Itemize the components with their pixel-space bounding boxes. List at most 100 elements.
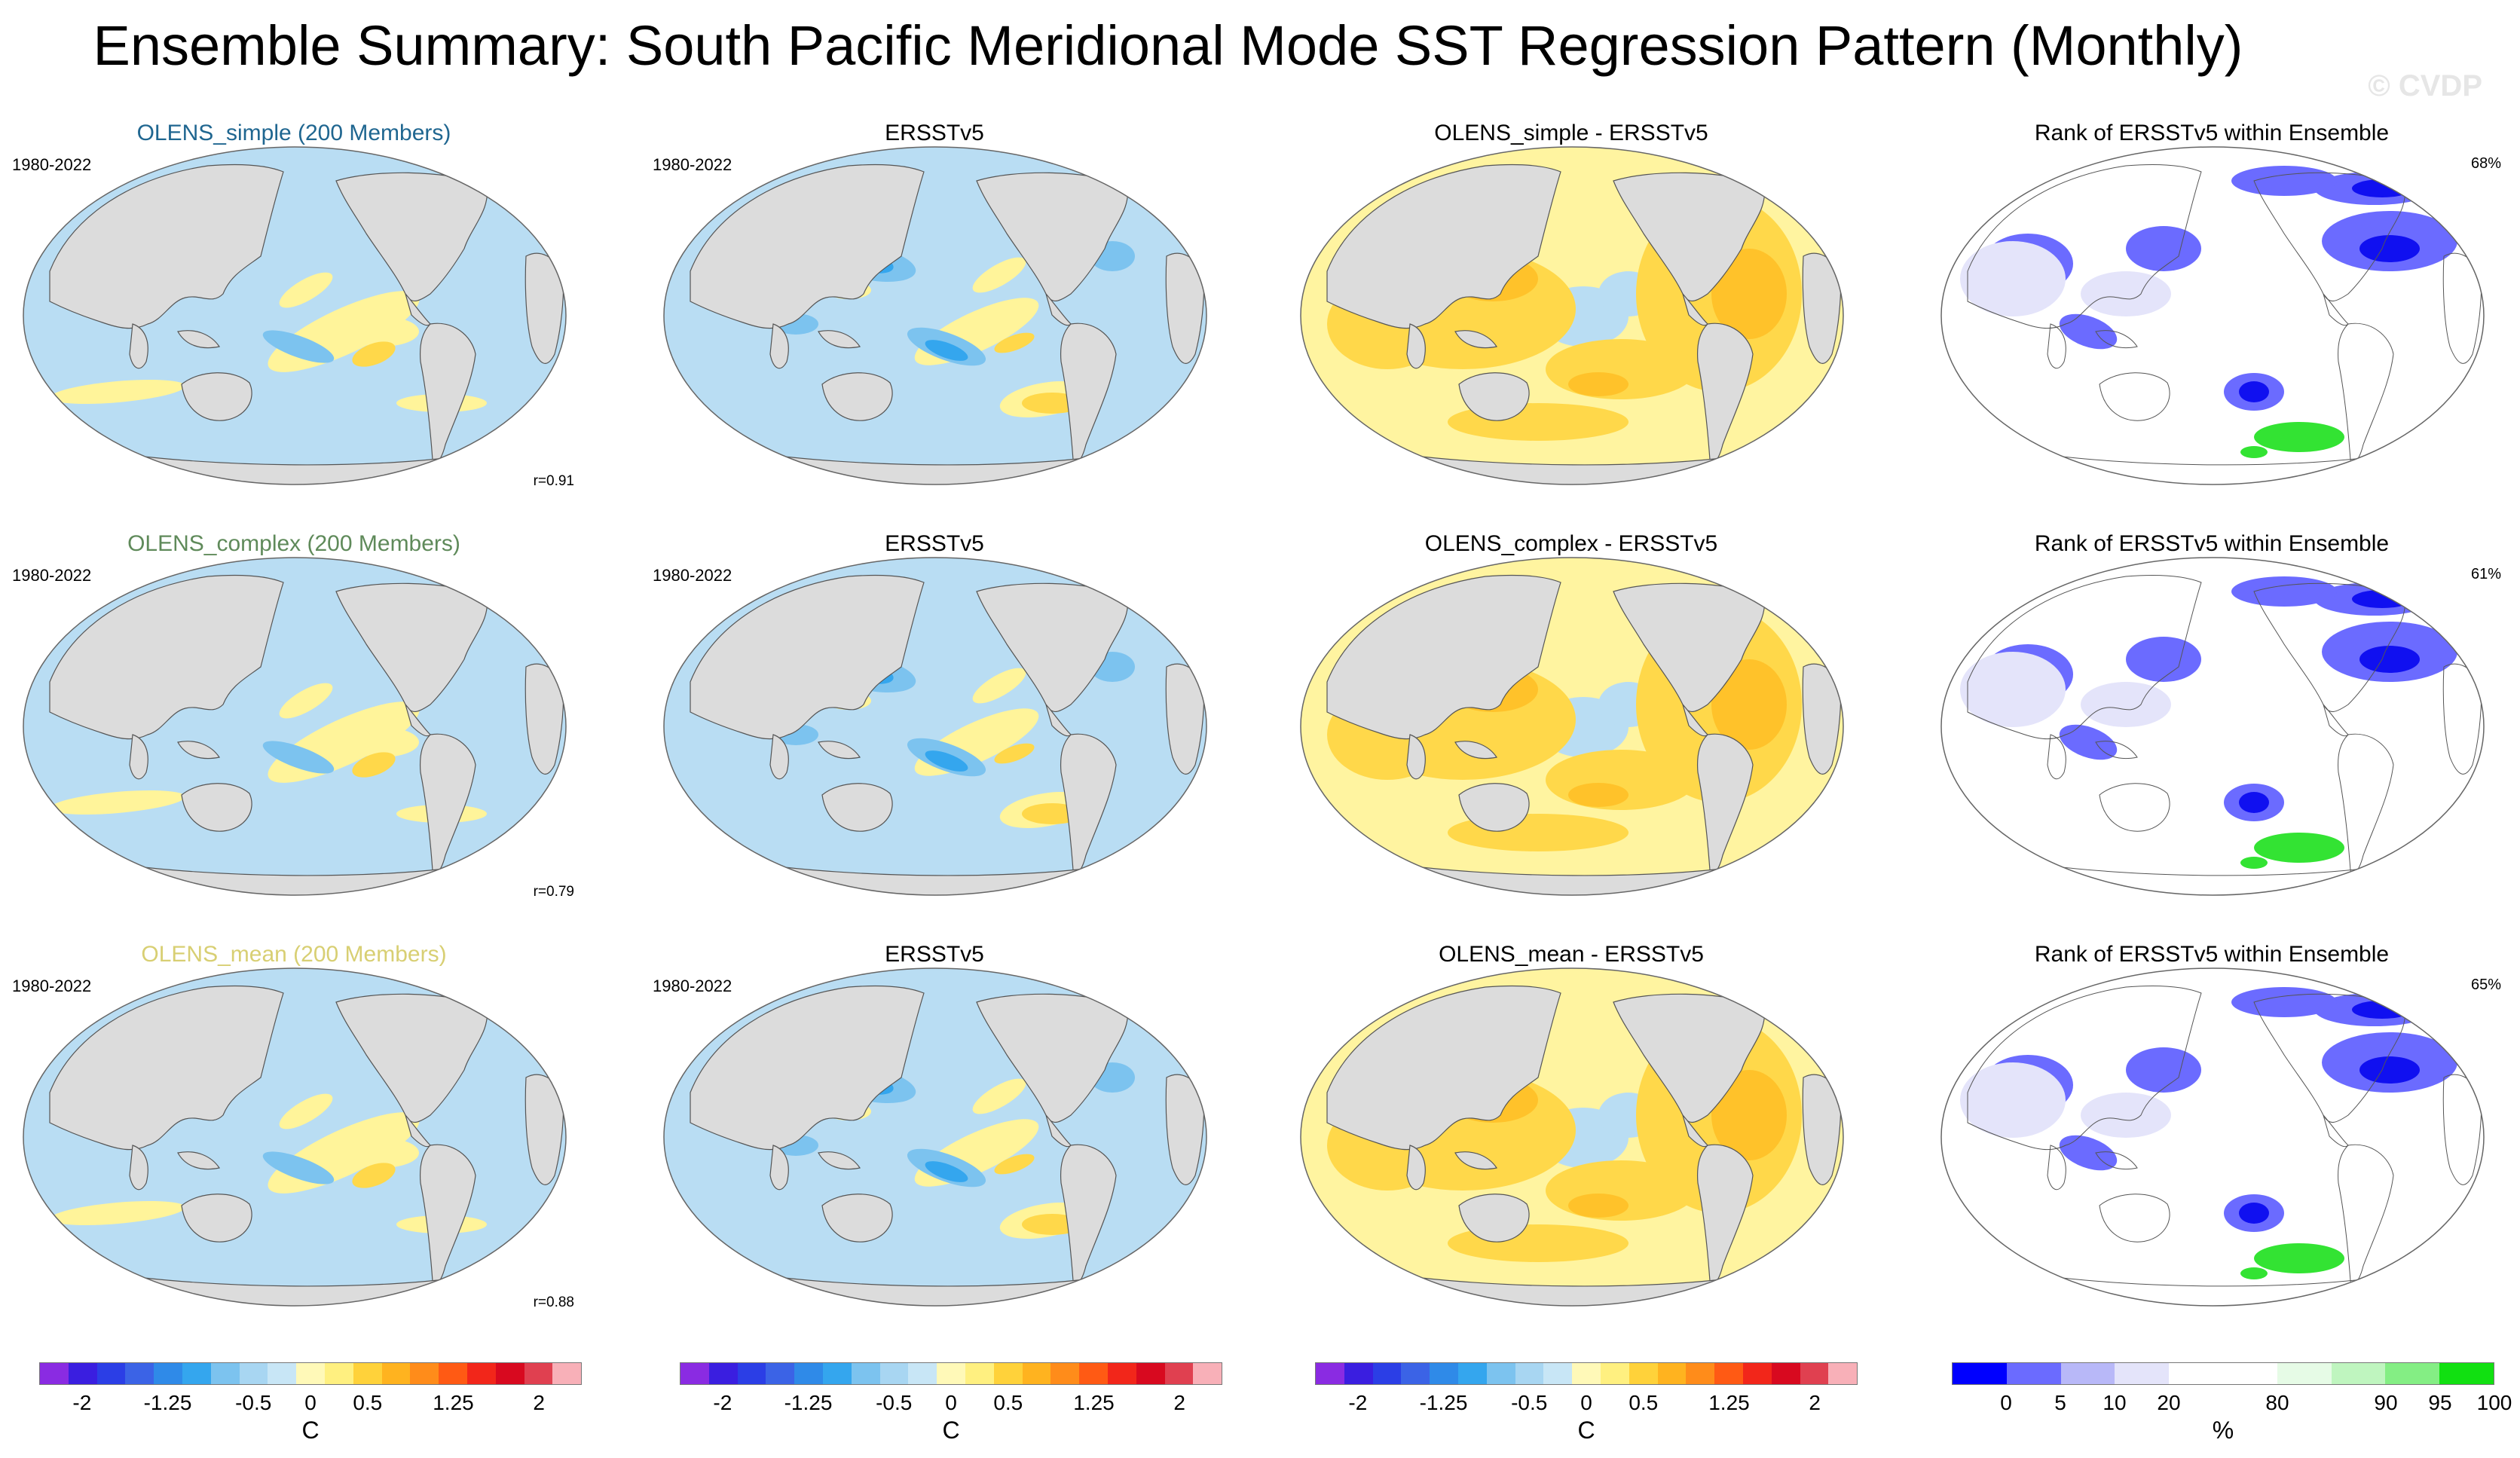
colorbar-swatch [268,1363,297,1384]
colorbar-tick-label: 2 [533,1391,545,1414]
high-rank-region [2240,1267,2268,1279]
colorbar-swatch [2277,1363,2332,1384]
colorbar-swatch [1515,1363,1544,1384]
rank-percent-label: 61% [2470,566,2501,582]
negative-anomaly-region [262,741,335,774]
panel-title: ERSSTv5 [885,121,984,145]
colorbar-tick-label: -2 [72,1391,92,1414]
colorbar-tick-label: 2 [1809,1391,1821,1414]
colorbar-swatch [2115,1363,2170,1384]
very-low-rank-region [2352,590,2412,608]
strong-negative-anomaly-region [925,750,968,772]
world-map [23,557,567,896]
landmass [690,164,925,329]
landmass [818,1151,861,1170]
colorbar-tick-label: 0 [304,1391,317,1414]
landmass [1112,163,1158,189]
positive-anomaly-region [50,379,185,405]
landmass [821,1194,893,1243]
landmass [49,985,284,1151]
strong-positive-anomaly-region [994,1154,1035,1175]
panel-title: Rank of ERSSTv5 within Ensemble [2034,121,2390,145]
colorbar-swatch [495,1363,524,1384]
landmass [1967,985,2202,1151]
colorbar-swatches [680,1362,1222,1385]
panel-title: ERSSTv5 [885,531,984,556]
landmass [769,323,789,369]
colorbar-swatches [39,1362,582,1385]
colorbar-swatch [1828,1363,1858,1384]
strong-positive-anomaly-region [352,1163,396,1188]
colorbar-swatch [1051,1363,1080,1384]
map-border [663,146,1207,485]
landmass [471,984,518,1010]
landmass [769,1145,789,1191]
colorbar-swatch [1316,1363,1344,1384]
low-rank-region [2231,576,2337,607]
colorbar-swatch [1953,1363,2007,1384]
colorbar-tick-label: -2 [713,1391,732,1414]
low-rank-region [2126,226,2201,271]
landmass [1458,783,1530,832]
colorbar-swatch [737,1363,766,1384]
landmass [818,741,861,760]
colorbar-swatch [410,1363,439,1384]
very-low-rank-region [2239,1203,2269,1224]
map-border [1940,146,2485,485]
colorbar-swatch [794,1363,823,1384]
colorbar-swatch [851,1363,880,1384]
very-low-rank-region [2352,179,2412,197]
landmass [129,734,148,780]
high-rank-region [2254,1243,2344,1273]
colorbar-tick-label: -0.5 [876,1391,913,1414]
colorbar-swatch [296,1363,325,1384]
landmass [1326,574,1561,740]
colorbar-tick-label: 1.25 [433,1391,474,1414]
colorbar-swatch [1193,1363,1222,1384]
landmass [1967,164,2202,329]
colorbar-unit-label: C [942,1417,960,1444]
landmass [2047,1145,2066,1191]
positive-anomaly-region [344,1138,419,1168]
colorbar-swatch [1457,1363,1487,1384]
landmass [2389,163,2436,189]
colorbar-swatch [1022,1363,1051,1384]
world-map [1300,557,1844,896]
colorbar-tick-label: 100 [2476,1391,2512,1414]
landmass [1454,741,1497,760]
colorbar-swatch [680,1363,709,1384]
colorbar-tick-label: -2 [1348,1391,1368,1414]
negative-anomaly-region [262,330,335,363]
landmass [2095,741,2138,760]
panel-title: ERSSTv5 [885,942,984,967]
positive-anomaly-region [279,272,333,308]
colorbar-swatch [1136,1363,1165,1384]
panel-title: OLENS_mean (200 Members) [141,942,447,967]
colorbar-swatch [1079,1363,1108,1384]
very-low-rank-region [2352,1001,2412,1019]
colorbar-swatch [879,1363,909,1384]
strong-positive-anomaly-region [1711,249,1787,339]
colorbar-tick-label: 90 [2374,1391,2398,1414]
pattern-correlation-label: r=0.91 [533,473,574,489]
map-panel-obs: ERSSTv5 1980-2022 [641,942,1228,1349]
map-panel-ensemble: OLENS_simple (200 Members) 1980-2022 r=0.9… [0,121,588,527]
colorbar-tick-label: 1.25 [1708,1391,1750,1414]
world-map [1300,967,1844,1307]
colorbar-tick-label: 0.5 [1629,1391,1659,1414]
map-panel-obs: ERSSTv5 1980-2022 [641,531,1228,938]
colorbar-swatch [993,1363,1023,1384]
landmass [1112,984,1158,1010]
landmass [1112,573,1158,600]
landmass [1748,573,1795,600]
landmass [1326,985,1561,1151]
low-rank-region [2126,1047,2201,1093]
landmass [769,734,789,780]
map-border [23,146,567,485]
colorbar-swatch [439,1363,467,1384]
colorbar-tick-label: 20 [2157,1391,2181,1414]
high-rank-region [2254,833,2344,863]
colorbar-swatch [937,1363,965,1384]
landmass [1454,330,1497,349]
landmass [1406,734,1426,780]
